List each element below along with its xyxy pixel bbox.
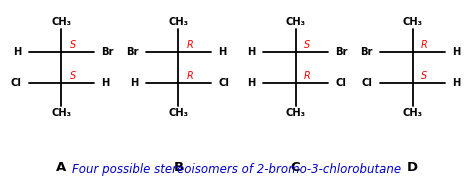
Text: D: D xyxy=(407,161,418,174)
Text: Cl: Cl xyxy=(218,79,229,89)
Text: CH₃: CH₃ xyxy=(285,17,306,27)
Text: CH₃: CH₃ xyxy=(51,108,71,118)
Text: C: C xyxy=(291,161,301,174)
Text: Br: Br xyxy=(101,47,114,57)
Text: R: R xyxy=(421,40,428,50)
Text: Four possible stereoisomers of 2-bromo-3-chlorobutane: Four possible stereoisomers of 2-bromo-3… xyxy=(73,163,401,176)
Text: S: S xyxy=(421,71,428,81)
Text: H: H xyxy=(453,47,461,57)
Text: B: B xyxy=(173,161,183,174)
Text: CH₃: CH₃ xyxy=(403,108,423,118)
Text: Cl: Cl xyxy=(336,79,346,89)
Text: Br: Br xyxy=(360,47,373,57)
Text: S: S xyxy=(70,71,76,81)
Text: Br: Br xyxy=(336,47,348,57)
Text: H: H xyxy=(218,47,227,57)
Text: H: H xyxy=(247,79,256,89)
Text: H: H xyxy=(13,47,21,57)
Text: S: S xyxy=(70,40,76,50)
Text: CH₃: CH₃ xyxy=(168,17,189,27)
Text: H: H xyxy=(130,79,138,89)
Text: H: H xyxy=(101,79,109,89)
Text: CH₃: CH₃ xyxy=(168,108,189,118)
Text: A: A xyxy=(56,161,66,174)
Text: Cl: Cl xyxy=(362,79,373,89)
Text: H: H xyxy=(453,79,461,89)
Text: CH₃: CH₃ xyxy=(285,108,306,118)
Text: Cl: Cl xyxy=(10,79,21,89)
Text: S: S xyxy=(304,40,310,50)
Text: R: R xyxy=(187,40,193,50)
Text: H: H xyxy=(247,47,256,57)
Text: CH₃: CH₃ xyxy=(51,17,71,27)
Text: R: R xyxy=(187,71,193,81)
Text: CH₃: CH₃ xyxy=(403,17,423,27)
Text: R: R xyxy=(304,71,311,81)
Text: Br: Br xyxy=(126,47,138,57)
